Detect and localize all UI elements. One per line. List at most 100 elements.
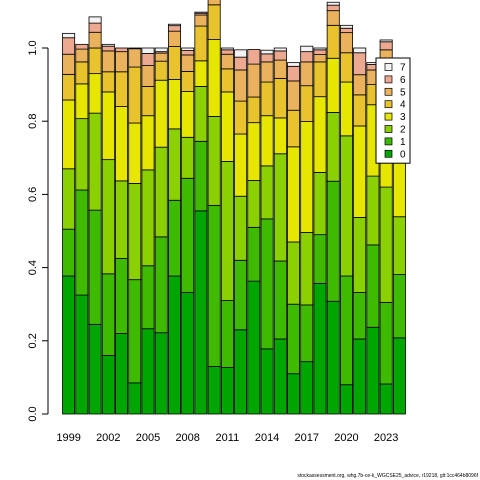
bar-segment-2014-age-4 <box>260 81 274 117</box>
bar-segment-2015-age-6 <box>273 50 287 61</box>
bar-segment-2012-age-3 <box>234 133 248 197</box>
bar-segment-2024-age-2 <box>392 216 406 275</box>
bar-segment-1999-age-0 <box>62 275 76 415</box>
bar-segment-2017-age-4 <box>300 85 314 122</box>
bar-segment-2003-age-6 <box>115 47 129 53</box>
bar-segment-2000-age-6 <box>75 43 89 50</box>
legend-label-0: 0 <box>400 149 406 160</box>
y-tick-label: 0.4 <box>27 260 39 275</box>
bar-segment-2020-age-3 <box>339 81 353 137</box>
bar-segment-2007-age-5 <box>167 30 181 47</box>
bar-segment-2012-age-2 <box>234 195 248 261</box>
legend-swatch-6 <box>384 75 393 84</box>
bar-segment-2020-age-0 <box>339 384 353 415</box>
legend-label-2: 2 <box>400 125 406 136</box>
bar-segment-2019-age-3 <box>326 57 340 113</box>
y-tick-label: 0.6 <box>27 187 39 202</box>
bar-segment-1999-age-5 <box>62 53 76 75</box>
bar-segment-2013-age-2 <box>247 180 261 228</box>
bar-segment-2011-age-4 <box>220 68 234 93</box>
bar-segment-2014-age-7 <box>260 49 274 55</box>
bar-segment-2007-age-7 <box>167 23 181 27</box>
bar-segment-2006-age-1 <box>154 236 168 334</box>
bar-segment-2015-age-5 <box>273 59 287 79</box>
bar-segment-2023-age-6 <box>379 41 393 51</box>
bar-segment-2016-age-7 <box>287 62 301 67</box>
bar-segment-2007-age-1 <box>167 199 181 277</box>
bar-segment-2002-age-1 <box>101 273 115 356</box>
bar-segment-2015-age-0 <box>273 338 287 415</box>
bar-segment-2002-age-4 <box>101 71 115 93</box>
bar-segment-2008-age-5 <box>181 54 195 72</box>
bar-segment-2004-age-4 <box>128 66 142 124</box>
bar-segment-2006-age-4 <box>154 60 168 81</box>
bar-segment-2001-age-5 <box>88 31 102 49</box>
legend-swatch-3 <box>384 112 393 121</box>
bar-segment-2020-age-5 <box>339 32 353 54</box>
bar-segment-2019-age-7 <box>326 1 340 6</box>
bar-segment-2005-age-0 <box>141 328 155 415</box>
bar-segment-2007-age-2 <box>167 128 181 201</box>
bar-segment-2017-age-5 <box>300 61 314 87</box>
y-tick-label: 0.0 <box>27 406 39 421</box>
bar-segment-2016-age-6 <box>287 65 301 82</box>
x-tick-label: 2002 <box>96 432 120 444</box>
bar-segment-2013-age-4 <box>247 96 261 124</box>
bar-segment-2005-age-2 <box>141 169 155 267</box>
bar-segment-2018-age-6 <box>313 49 327 55</box>
bar-segment-2013-age-5 <box>247 63 261 98</box>
bar-segment-2000-age-2 <box>75 118 89 191</box>
bar-segment-2014-age-3 <box>260 115 274 167</box>
legend-swatch-4 <box>384 100 393 109</box>
bar-segment-2005-age-1 <box>141 265 155 330</box>
bar-segment-2004-age-0 <box>128 382 142 415</box>
legend-swatch-1 <box>384 137 393 146</box>
bar-segment-2015-age-1 <box>273 260 287 340</box>
bar-segment-2004-age-1 <box>128 279 142 384</box>
bar-segment-2016-age-0 <box>287 373 301 415</box>
bar-segment-2021-age-6 <box>353 52 367 76</box>
bar-segment-2007-age-0 <box>167 275 181 415</box>
bar-segment-2009-age-3 <box>194 60 208 87</box>
bar-segment-2015-age-3 <box>273 117 287 155</box>
bar-segment-2009-age-4 <box>194 25 208 62</box>
bar-segment-2011-age-6 <box>220 49 234 55</box>
bar-segment-2000-age-0 <box>75 294 89 415</box>
bar-segment-2013-age-6 <box>247 49 261 65</box>
bar-segment-2002-age-7 <box>101 43 115 47</box>
bar-segment-2005-age-4 <box>141 86 155 117</box>
bar-segment-1999-age-2 <box>62 168 76 230</box>
bar-segment-2023-age-7 <box>379 39 393 43</box>
bar-segment-2008-age-7 <box>181 47 195 51</box>
bar-segment-2019-age-5 <box>326 10 340 26</box>
y-tick-label: 1.0 <box>27 40 39 55</box>
bar-segment-2009-age-1 <box>194 140 208 212</box>
bar-segment-1999-age-1 <box>62 228 76 277</box>
bar-segment-2016-age-4 <box>287 109 301 148</box>
bar-segment-2017-age-6 <box>300 51 314 63</box>
bar-segment-2012-age-6 <box>234 56 248 71</box>
bar-segment-2022-age-1 <box>366 244 380 328</box>
bar-segment-2001-age-2 <box>88 112 102 211</box>
bar-segment-2016-age-5 <box>287 80 301 111</box>
bar-segment-2009-age-2 <box>194 86 208 142</box>
bar-segment-2012-age-4 <box>234 100 248 135</box>
legend-label-7: 7 <box>400 63 406 74</box>
bar-segment-2017-age-1 <box>300 304 314 363</box>
bar-segment-2011-age-3 <box>220 91 234 162</box>
legend-label-4: 4 <box>400 100 406 111</box>
bar-segment-2020-age-7 <box>339 24 353 29</box>
bar-segment-2014-age-2 <box>260 165 274 220</box>
bar-segment-2021-age-0 <box>353 338 367 415</box>
bar-segment-2023-age-1 <box>379 301 393 385</box>
bar-segment-2008-age-1 <box>181 177 195 293</box>
x-tick-label: 1999 <box>56 432 80 444</box>
legend-swatch-0 <box>384 149 393 158</box>
x-tick-label: 2008 <box>175 432 199 444</box>
bar-segment-2009-age-5 <box>194 14 208 27</box>
bar-segment-2019-age-6 <box>326 4 340 12</box>
bar-segment-2011-age-0 <box>220 367 234 415</box>
bar-segment-2019-age-4 <box>326 24 340 59</box>
bar-segment-2007-age-3 <box>167 79 181 130</box>
bar-segment-2018-age-2 <box>313 172 327 236</box>
